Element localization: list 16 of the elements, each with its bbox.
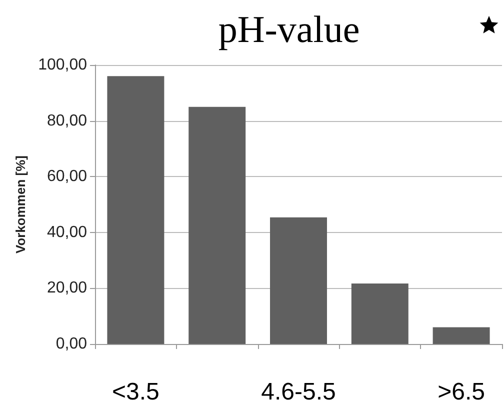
y-tick-label: 80,00 xyxy=(46,112,88,130)
y-tick-label: 40,00 xyxy=(46,224,88,241)
bar xyxy=(107,76,164,344)
x-tick-label: 4.6-5.5 xyxy=(261,378,336,406)
chart-title: pH-value xyxy=(218,9,360,51)
x-tick-label: >6.5 xyxy=(438,378,485,406)
bar xyxy=(351,283,408,344)
y-tick-label: 100,00 xyxy=(38,56,88,74)
y-tick-label: 20,00 xyxy=(46,280,88,297)
bar xyxy=(270,217,327,344)
y-tick-label: 0,00 xyxy=(56,336,88,352)
y-axis-title: Vorkommen [%] xyxy=(13,156,28,254)
bar xyxy=(432,327,490,344)
y-tick-label: 60,00 xyxy=(46,168,88,186)
x-tick-label: <3.5 xyxy=(112,378,160,406)
bar xyxy=(188,106,246,344)
